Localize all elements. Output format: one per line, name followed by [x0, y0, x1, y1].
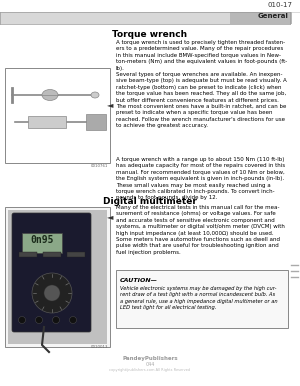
Text: Digital multimeter: Digital multimeter [103, 197, 197, 206]
Bar [43, 252, 61, 257]
Bar [5, 68, 110, 163]
Circle shape [32, 273, 72, 313]
Circle shape [44, 285, 60, 301]
Text: 044: 044 [145, 362, 155, 367]
Bar [230, 12, 292, 24]
Bar [28, 116, 66, 128]
Text: 0010761: 0010761 [91, 164, 108, 168]
Bar [67, 252, 85, 257]
Text: Torque wrench: Torque wrench [112, 30, 188, 39]
Circle shape [19, 317, 26, 323]
Text: A torque wrench is used to precisely tighten threaded fasten-
ers to a predeterm: A torque wrench is used to precisely tig… [116, 40, 287, 71]
Bar [116, 270, 288, 328]
FancyBboxPatch shape [12, 213, 91, 332]
Text: A torque wrench with a range up to about 150 Nm (110 ft-lb)
has adequate capacit: A torque wrench with a range up to about… [116, 157, 285, 200]
Text: 0n95: 0n95 [30, 235, 54, 245]
Bar [0, 12, 290, 24]
Text: 010-17: 010-17 [267, 2, 292, 8]
Text: copyright/publishers.com All Rights Reserved: copyright/publishers.com All Rights Rese… [110, 368, 190, 372]
Text: 0010013: 0010013 [91, 345, 108, 349]
Ellipse shape [42, 90, 58, 100]
Ellipse shape [91, 92, 99, 98]
Bar [19, 252, 37, 257]
Circle shape [35, 317, 43, 323]
Text: CAUTION—: CAUTION— [120, 278, 158, 283]
Text: PandeyPublishers: PandeyPublishers [122, 356, 178, 361]
Text: ◄: ◄ [106, 100, 113, 110]
Text: Several types of torque wrenches are available. An inexpen-
sive beam-type (top): Several types of torque wrenches are ava… [116, 72, 287, 128]
Circle shape [70, 317, 76, 323]
Bar [22, 233, 62, 253]
Text: General: General [257, 13, 288, 19]
Circle shape [52, 317, 59, 323]
Text: Many of the electrical tests in this manual call for the mea-
surement of resist: Many of the electrical tests in this man… [116, 205, 285, 255]
Bar [8, 210, 107, 344]
Bar [5, 207, 110, 347]
Text: ◄: ◄ [106, 213, 113, 222]
Text: Vehicle electronic systems may be damaged by the high cur-
rent draw of a test l: Vehicle electronic systems may be damage… [120, 286, 278, 310]
Bar [86, 114, 106, 130]
